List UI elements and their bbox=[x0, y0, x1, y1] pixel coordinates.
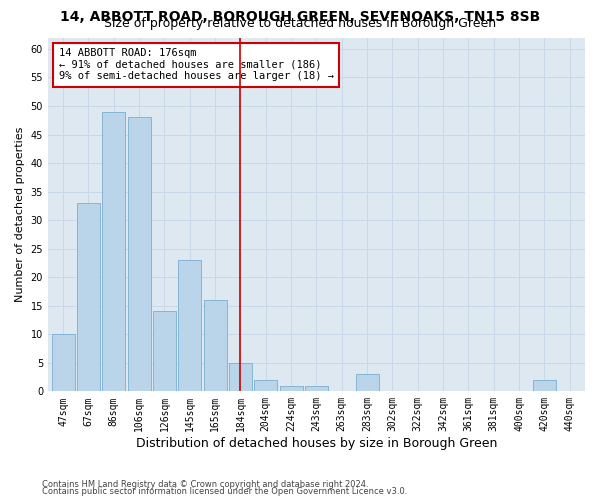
Bar bbox=[52, 334, 74, 392]
Text: 14, ABBOTT ROAD, BOROUGH GREEN, SEVENOAKS, TN15 8SB: 14, ABBOTT ROAD, BOROUGH GREEN, SEVENOAK… bbox=[60, 10, 540, 24]
Bar bbox=[178, 260, 201, 392]
Bar bbox=[128, 118, 151, 392]
Text: 14 ABBOTT ROAD: 176sqm
← 91% of detached houses are smaller (186)
9% of semi-det: 14 ABBOTT ROAD: 176sqm ← 91% of detached… bbox=[59, 48, 334, 82]
Bar bbox=[533, 380, 556, 392]
Bar bbox=[305, 386, 328, 392]
X-axis label: Distribution of detached houses by size in Borough Green: Distribution of detached houses by size … bbox=[136, 437, 497, 450]
Bar bbox=[254, 380, 277, 392]
Y-axis label: Number of detached properties: Number of detached properties bbox=[15, 126, 25, 302]
Bar bbox=[103, 112, 125, 392]
Text: Size of property relative to detached houses in Borough Green: Size of property relative to detached ho… bbox=[104, 18, 496, 30]
Bar bbox=[153, 312, 176, 392]
Bar bbox=[356, 374, 379, 392]
Bar bbox=[204, 300, 227, 392]
Text: Contains HM Land Registry data © Crown copyright and database right 2024.: Contains HM Land Registry data © Crown c… bbox=[42, 480, 368, 489]
Bar bbox=[229, 363, 252, 392]
Text: Contains public sector information licensed under the Open Government Licence v3: Contains public sector information licen… bbox=[42, 487, 407, 496]
Bar bbox=[77, 203, 100, 392]
Bar bbox=[280, 386, 302, 392]
